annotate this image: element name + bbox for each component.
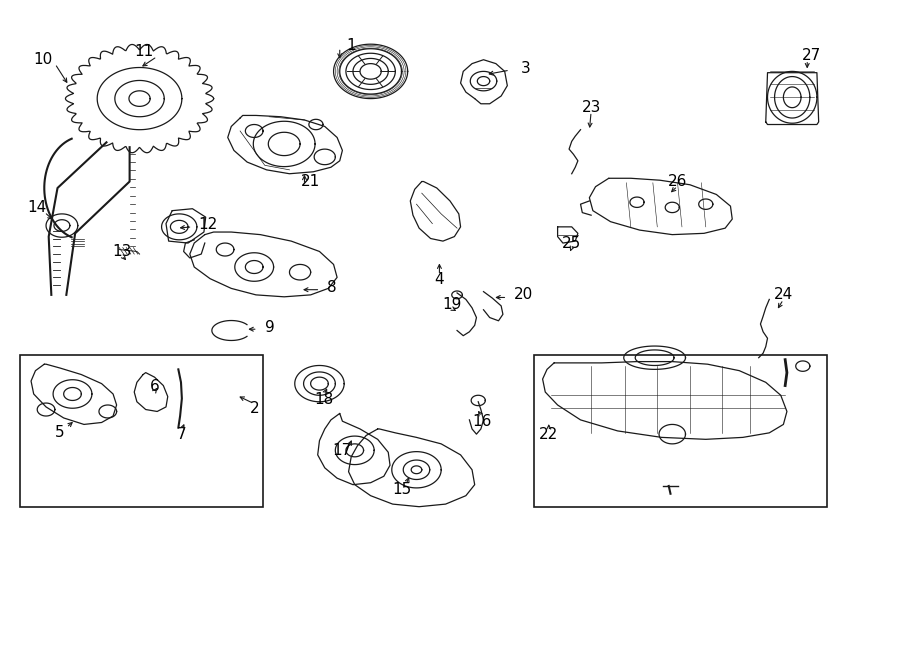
Text: 25: 25 [562, 236, 581, 251]
Text: 27: 27 [802, 48, 821, 63]
Text: 22: 22 [539, 426, 558, 442]
Text: 7: 7 [177, 426, 186, 442]
Text: 26: 26 [668, 174, 688, 189]
Text: 8: 8 [327, 280, 336, 295]
Text: 12: 12 [199, 217, 218, 232]
Text: 21: 21 [301, 174, 320, 189]
Bar [20, 355, 263, 507]
Text: 19: 19 [442, 297, 462, 312]
Text: 17: 17 [333, 443, 352, 458]
Text: 14: 14 [28, 200, 47, 215]
Text: 4: 4 [435, 272, 445, 288]
Text: 20: 20 [514, 288, 533, 302]
Text: 6: 6 [149, 379, 159, 395]
Bar [534, 355, 827, 507]
Text: 15: 15 [392, 482, 412, 496]
Text: 3: 3 [520, 61, 530, 75]
Text: 2: 2 [249, 401, 259, 416]
Text: 9: 9 [265, 320, 274, 334]
Text: 13: 13 [112, 244, 131, 259]
Text: 18: 18 [314, 393, 334, 407]
Text: 11: 11 [134, 44, 154, 59]
Text: 24: 24 [774, 288, 793, 302]
Text: 10: 10 [33, 52, 52, 67]
Text: 16: 16 [472, 414, 491, 429]
Text: 5: 5 [55, 425, 65, 440]
Text: 1: 1 [346, 38, 356, 53]
Text: 23: 23 [581, 100, 601, 114]
